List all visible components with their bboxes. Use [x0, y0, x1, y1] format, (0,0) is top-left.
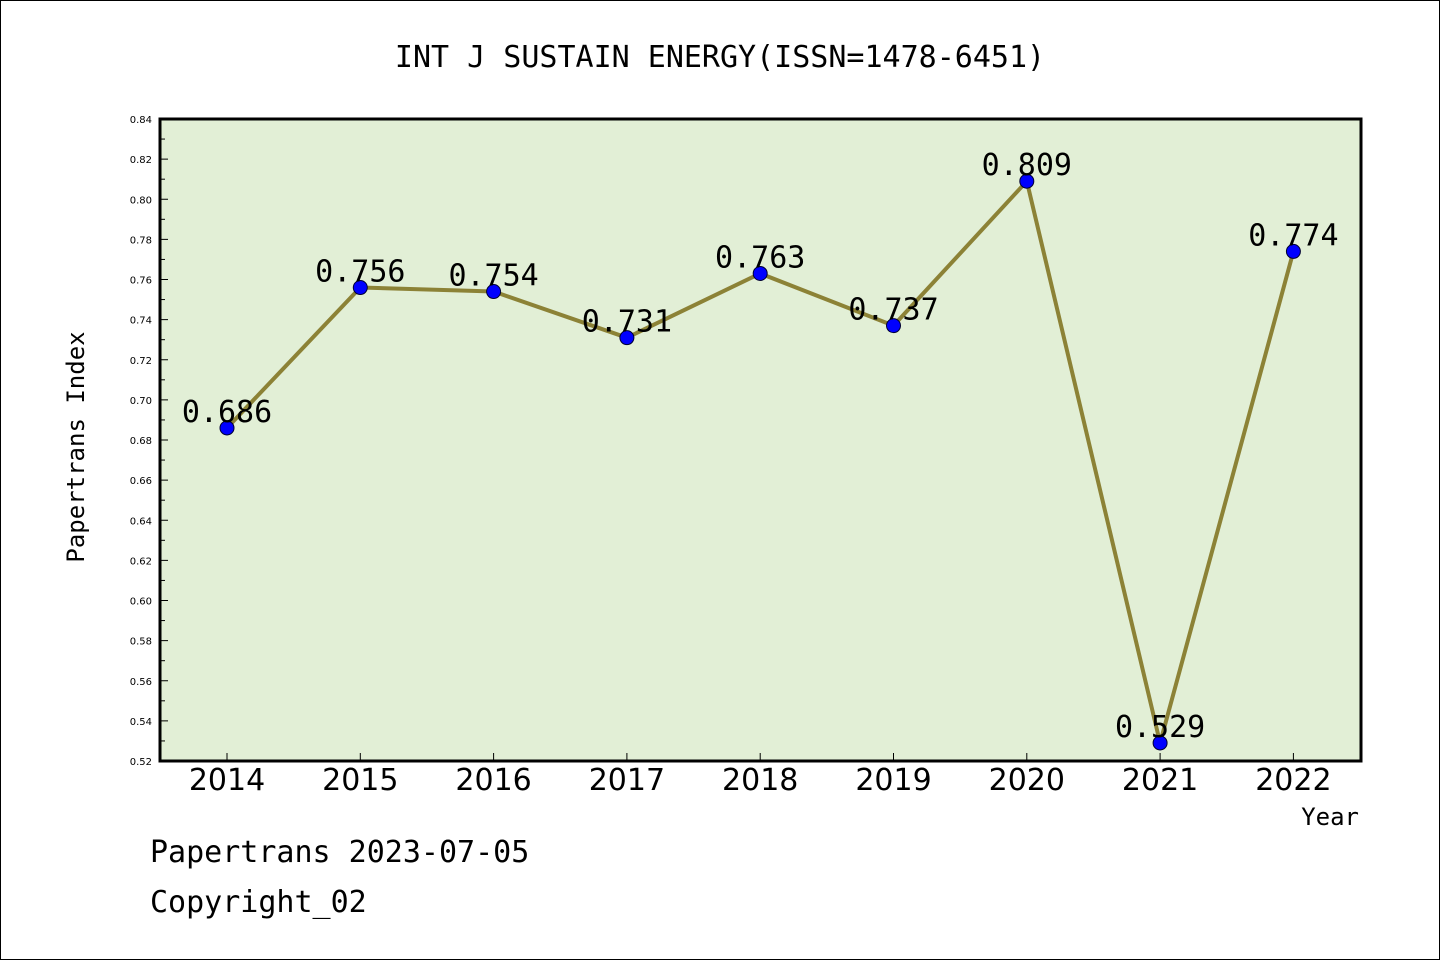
data-point-2019	[886, 318, 901, 334]
x-tick-label: 2019	[855, 763, 931, 798]
y-tick-label: 0.70	[130, 396, 152, 407]
y-tick-label: 0.78	[130, 235, 152, 246]
series-papertrans-index: 0.686 0.756 0.754 0.731 0.763 0.737 0.809 0.529…	[182, 148, 1339, 751]
x-tick-label: 2017	[589, 763, 665, 798]
chart-title: INT J SUSTAIN ENERGY(ISSN=1478-6451)	[395, 40, 1045, 75]
x-tick-label: 2020	[989, 763, 1065, 798]
data-point-2014	[219, 420, 235, 436]
y-axis-label: Papertrans Index	[62, 331, 90, 562]
y-tick-label: 0.68	[130, 436, 152, 447]
data-point-2022	[1285, 243, 1301, 259]
y-tick-label: 0.66	[130, 476, 152, 487]
x-axis-label: Year	[1301, 803, 1359, 831]
y-tick-label: 0.56	[130, 677, 152, 688]
y-tick-label: 0.54	[130, 717, 152, 728]
x-tick-label: 2015	[322, 763, 398, 798]
data-label-2021: 0.529	[1115, 710, 1205, 745]
y-tick-label: 0.80	[130, 195, 152, 206]
x-tick-label: 2021	[1122, 763, 1198, 798]
x-axis: 2014 2015 2016 2017 2018 2019 2020 2021 2022	[189, 753, 1332, 798]
data-point-2017	[619, 330, 635, 346]
data-label-2018: 0.763	[715, 240, 805, 275]
footer-date: Papertrans 2023-07-05	[150, 835, 530, 870]
data-point-2020	[1019, 173, 1035, 189]
data-label-2017: 0.731	[582, 305, 672, 340]
y-tick-label: 0.82	[130, 155, 152, 166]
x-tick-label: 2016	[455, 763, 531, 798]
data-label-2020: 0.809	[982, 148, 1072, 183]
y-tick-label: 0.72	[130, 356, 152, 367]
y-tick-label: 0.58	[130, 637, 152, 648]
y-tick-label: 0.84	[130, 115, 152, 126]
y-tick-label: 0.76	[130, 276, 152, 287]
data-point-2018	[752, 265, 768, 281]
y-tick-label: 0.74	[130, 316, 152, 327]
data-point-2015	[352, 280, 368, 296]
data-point-2021	[1152, 735, 1168, 751]
y-tick-label: 0.64	[130, 516, 152, 527]
x-tick-label: 2018	[722, 763, 798, 798]
y-tick-label: 0.60	[130, 597, 152, 608]
footer-copyright: Copyright_02	[150, 885, 367, 920]
plot-area	[160, 119, 1361, 761]
x-tick-label: 2022	[1255, 763, 1331, 798]
data-label-2022: 0.774	[1248, 218, 1338, 253]
y-tick-label: 0.62	[130, 556, 152, 567]
plot-border	[158, 117, 1363, 763]
y-tick-label: 0.52	[130, 757, 152, 768]
data-label-2014: 0.686	[182, 395, 272, 430]
data-label-2019: 0.737	[848, 293, 938, 328]
data-label-2015: 0.756	[315, 255, 405, 290]
x-tick-label: 2014	[189, 763, 265, 798]
data-point-2016	[486, 284, 502, 300]
data-label-2016: 0.754	[448, 259, 538, 294]
